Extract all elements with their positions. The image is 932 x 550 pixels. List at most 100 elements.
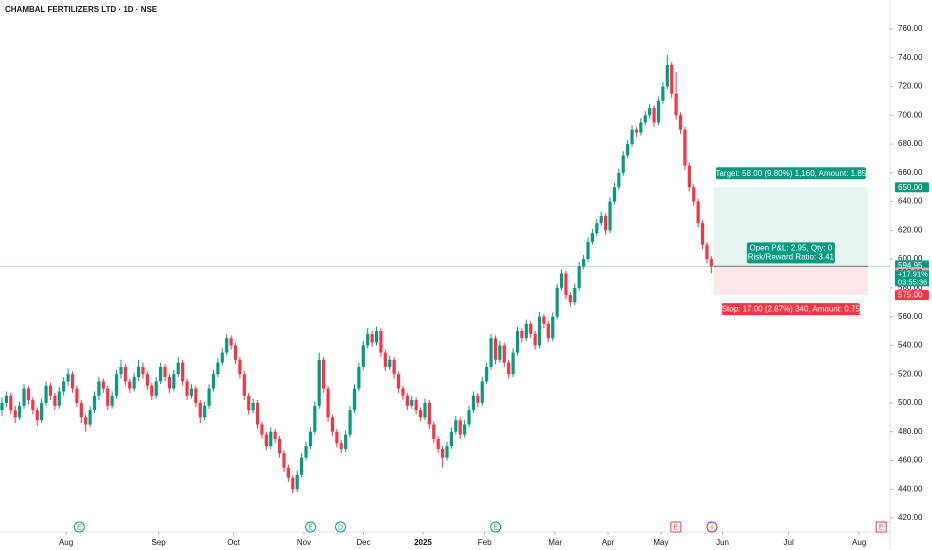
candle-body <box>79 402 83 418</box>
event-label: E <box>77 524 82 531</box>
candle-body <box>229 338 233 346</box>
candle-body <box>273 431 277 439</box>
candle-body <box>119 366 123 375</box>
candle-body <box>141 366 145 375</box>
candle-body <box>383 352 387 367</box>
price-badge-bg <box>895 182 929 193</box>
candle-body <box>211 374 216 389</box>
candle-body <box>282 453 286 468</box>
candle-body <box>123 366 127 382</box>
candle-body <box>225 338 229 353</box>
y-tick-label: 740.00 <box>898 53 923 62</box>
candle-body <box>150 385 154 396</box>
candle-body <box>313 405 317 432</box>
candle-body <box>683 129 687 166</box>
candle-body <box>568 295 572 303</box>
candle-body <box>326 388 330 418</box>
candle-body <box>233 345 238 360</box>
candle-body <box>396 374 401 389</box>
candle-body <box>617 172 621 188</box>
candle-body <box>0 402 4 411</box>
candle-body <box>154 381 158 396</box>
countdown: 03:55:36 <box>898 277 927 286</box>
y-tick-label: 460.00 <box>898 456 923 465</box>
x-tick-label: May <box>653 538 668 547</box>
x-tick-label: Oct <box>227 538 240 547</box>
candle-body <box>379 331 383 353</box>
candle-body <box>66 374 70 382</box>
y-tick-label: 520.00 <box>898 369 923 378</box>
x-tick-label: Feb <box>478 538 492 547</box>
x-tick-label: Sep <box>151 538 166 547</box>
candle-body <box>674 93 678 116</box>
candle-body <box>44 385 48 403</box>
candle-body <box>374 331 379 343</box>
y-tick-label: 720.00 <box>898 82 923 91</box>
candle-body <box>696 201 700 224</box>
candle-body <box>207 388 211 406</box>
candle-body <box>335 431 339 444</box>
candle-body <box>546 323 550 339</box>
candle-body <box>709 259 713 267</box>
candle-body <box>53 395 57 406</box>
candle-body <box>643 115 647 123</box>
candle-body <box>277 438 282 454</box>
candle-body <box>537 316 542 346</box>
candle-body <box>330 417 335 432</box>
candle-body <box>577 266 581 288</box>
candle-body <box>128 381 132 389</box>
candle-body <box>132 377 136 389</box>
candle-body <box>198 402 202 418</box>
x-tick-label: Apr <box>602 538 615 547</box>
candle-body <box>4 395 9 403</box>
event-label: ⚡ <box>708 522 717 531</box>
event-label: D <box>338 524 343 531</box>
event-icon <box>335 521 347 533</box>
pnl-bg <box>746 242 835 264</box>
candle-body <box>401 388 405 396</box>
candle-body <box>559 273 564 288</box>
candle-body <box>388 359 392 367</box>
price-badge: 575.00 <box>898 291 923 300</box>
candle-body <box>648 108 652 116</box>
candle-body <box>9 395 13 411</box>
candle-body <box>427 402 431 425</box>
candle-body <box>458 420 462 435</box>
y-tick-label: 500.00 <box>898 398 923 407</box>
y-tick-label: 600.00 <box>898 254 923 263</box>
candle-body <box>247 395 251 411</box>
candle-body <box>432 424 436 439</box>
candle-body <box>467 410 471 425</box>
candle-body <box>357 366 361 389</box>
y-tick-label: 660.00 <box>898 168 923 177</box>
candle-body <box>590 233 594 242</box>
candle-body <box>440 448 445 458</box>
y-tick-label: 620.00 <box>898 225 923 234</box>
candle-body <box>687 165 691 188</box>
candle-body <box>269 431 273 447</box>
candle-body <box>159 366 163 382</box>
candle-body <box>436 438 440 449</box>
stop-zone <box>713 266 868 296</box>
chart-title: CHAMBAL FERTILIZERS LTD · 1D · NSE <box>5 5 158 14</box>
candle-body <box>621 155 625 173</box>
candle-body <box>586 241 590 260</box>
candle-body <box>463 424 467 435</box>
candle-body <box>48 385 53 396</box>
candle-body <box>511 352 515 375</box>
price-badge: 650.00 <box>898 183 923 192</box>
y-tick-label: 680.00 <box>898 139 923 148</box>
target-label: Target: 58.00 (9.80%) 1,160, Amount: 1.8… <box>715 169 866 178</box>
candle-body <box>189 388 194 396</box>
candle-body <box>524 323 528 339</box>
candle-body <box>449 431 454 447</box>
candle-body <box>242 374 246 396</box>
candle-body <box>692 187 696 202</box>
change-badge: +17.91% <box>898 269 928 278</box>
candle-body <box>88 410 92 425</box>
candle-body <box>485 366 489 382</box>
candle-body <box>471 395 476 411</box>
candle-body <box>70 374 75 389</box>
event-label: E <box>674 524 679 531</box>
